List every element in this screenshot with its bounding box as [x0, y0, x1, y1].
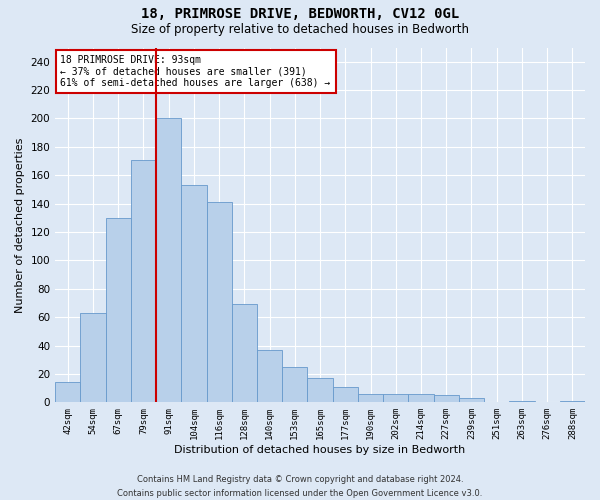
Bar	[509, 401, 535, 402]
Bar	[206, 202, 232, 402]
Bar	[232, 304, 257, 402]
Text: Contains HM Land Registry data © Crown copyright and database right 2024.
Contai: Contains HM Land Registry data © Crown c…	[118, 476, 482, 498]
Bar	[434, 395, 459, 402]
X-axis label: Distribution of detached houses by size in Bedworth: Distribution of detached houses by size …	[175, 445, 466, 455]
Bar	[358, 394, 383, 402]
Bar	[409, 394, 434, 402]
Bar	[459, 398, 484, 402]
Text: Size of property relative to detached houses in Bedworth: Size of property relative to detached ho…	[131, 22, 469, 36]
Bar	[307, 378, 332, 402]
Bar	[131, 160, 156, 402]
Bar	[156, 118, 181, 403]
Bar	[383, 394, 409, 402]
Bar	[181, 185, 206, 402]
Bar	[106, 218, 131, 402]
Bar	[282, 367, 307, 402]
Bar	[560, 401, 585, 402]
Bar	[55, 382, 80, 402]
Bar	[332, 386, 358, 402]
Bar	[80, 313, 106, 402]
Y-axis label: Number of detached properties: Number of detached properties	[15, 137, 25, 312]
Text: 18, PRIMROSE DRIVE, BEDWORTH, CV12 0GL: 18, PRIMROSE DRIVE, BEDWORTH, CV12 0GL	[141, 8, 459, 22]
Bar	[257, 350, 282, 403]
Text: 18 PRIMROSE DRIVE: 93sqm
← 37% of detached houses are smaller (391)
61% of semi-: 18 PRIMROSE DRIVE: 93sqm ← 37% of detach…	[61, 54, 331, 88]
